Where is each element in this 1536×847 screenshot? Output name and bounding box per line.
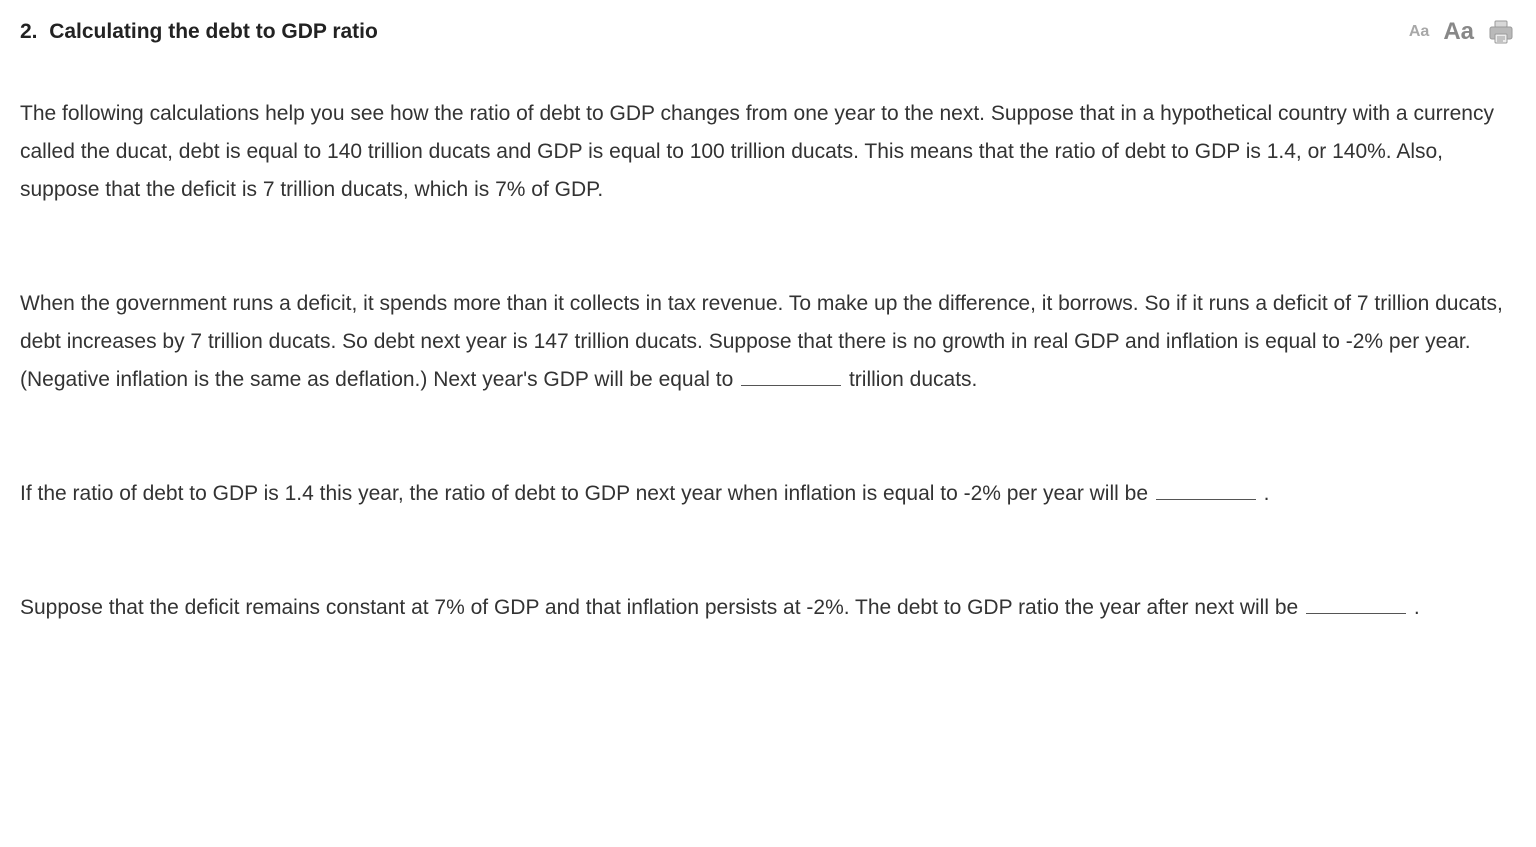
font-size-decrease-button[interactable]: Aa xyxy=(1409,23,1429,41)
blank-gdp-next-year[interactable] xyxy=(741,363,841,386)
paragraph-4-text-b: . xyxy=(1408,596,1420,619)
print-button[interactable] xyxy=(1488,20,1514,44)
header-row: 2. Calculating the debt to GDP ratio Aa … xyxy=(20,18,1514,45)
question-title-text: Calculating the debt to GDP ratio xyxy=(49,18,378,45)
paragraph-1-text: The following calculations help you see … xyxy=(20,102,1494,201)
paragraph-4: Suppose that the deficit remains constan… xyxy=(20,589,1514,627)
blank-ratio-next-year[interactable] xyxy=(1156,477,1256,500)
blank-ratio-year-after-next[interactable] xyxy=(1306,591,1406,614)
paragraph-3: If the ratio of debt to GDP is 1.4 this … xyxy=(20,475,1514,513)
toolbar: Aa Aa xyxy=(1409,18,1514,44)
paragraph-4-text-a: Suppose that the deficit remains constan… xyxy=(20,596,1304,619)
question-title: 2. Calculating the debt to GDP ratio xyxy=(20,18,378,45)
paragraph-1: The following calculations help you see … xyxy=(20,95,1514,209)
paragraph-3-text-a: If the ratio of debt to GDP is 1.4 this … xyxy=(20,482,1154,505)
question-number: 2. xyxy=(20,18,38,45)
font-size-increase-button[interactable]: Aa xyxy=(1443,20,1474,44)
paragraph-2: When the government runs a deficit, it s… xyxy=(20,285,1514,399)
question-page: 2. Calculating the debt to GDP ratio Aa … xyxy=(0,0,1536,847)
question-body: The following calculations help you see … xyxy=(20,95,1514,627)
title-spacer xyxy=(38,18,50,45)
paragraph-3-text-b: . xyxy=(1258,482,1270,505)
print-icon xyxy=(1488,20,1514,44)
paragraph-2-text-b: trillion ducats. xyxy=(843,368,977,391)
